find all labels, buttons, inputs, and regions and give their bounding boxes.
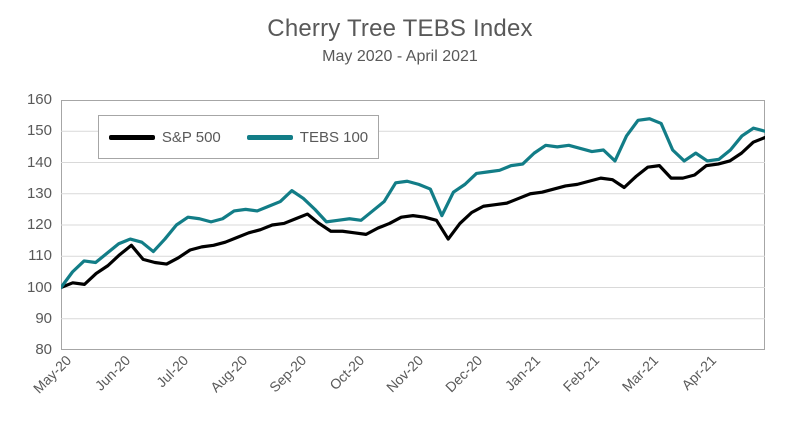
chart-legend: S&P 500 TEBS 100: [98, 115, 379, 159]
plot-svg: [61, 117, 765, 320]
y-axis-tick-label: 90: [35, 309, 52, 327]
legend-item[interactable]: S&P 500: [108, 128, 221, 146]
y-axis-tick-label: 140: [26, 153, 52, 171]
series-line: [61, 135, 765, 290]
legend-item[interactable]: TEBS 100: [246, 128, 369, 146]
y-axis-tick-label: 150: [26, 122, 52, 140]
y-axis-tick-label: 130: [26, 184, 52, 202]
y-axis-tick-label: 160: [26, 91, 52, 108]
y-axis-tick-label: 80: [35, 341, 52, 358]
y-axis: 80 90 100 110 120 130 140 150 160: [0, 0, 52, 444]
y-axis-tick-label: 110: [28, 247, 52, 265]
legend-item-label: TEBS 100: [299, 128, 369, 146]
series-line: [61, 117, 765, 290]
legend-item-label: S&P 500: [161, 128, 221, 146]
y-axis-tick-label: 120: [26, 216, 52, 233]
line-swatch-icon: [108, 134, 155, 140]
chart-title: Cherry Tree TEBS Index: [267, 15, 533, 42]
y-axis-tick-label: 100: [26, 278, 52, 296]
chart-subtitle: May 2020 - April 2021: [322, 48, 478, 65]
chart-header: Cherry Tree TEBS Index May 2020 - April …: [0, 14, 800, 68]
x-axis: May-20 Jun-20 Jul-20 Aug-20 Sep-20 Oct-20 Nov-…: [30, 352, 765, 442]
line-swatch-icon: [246, 134, 293, 140]
